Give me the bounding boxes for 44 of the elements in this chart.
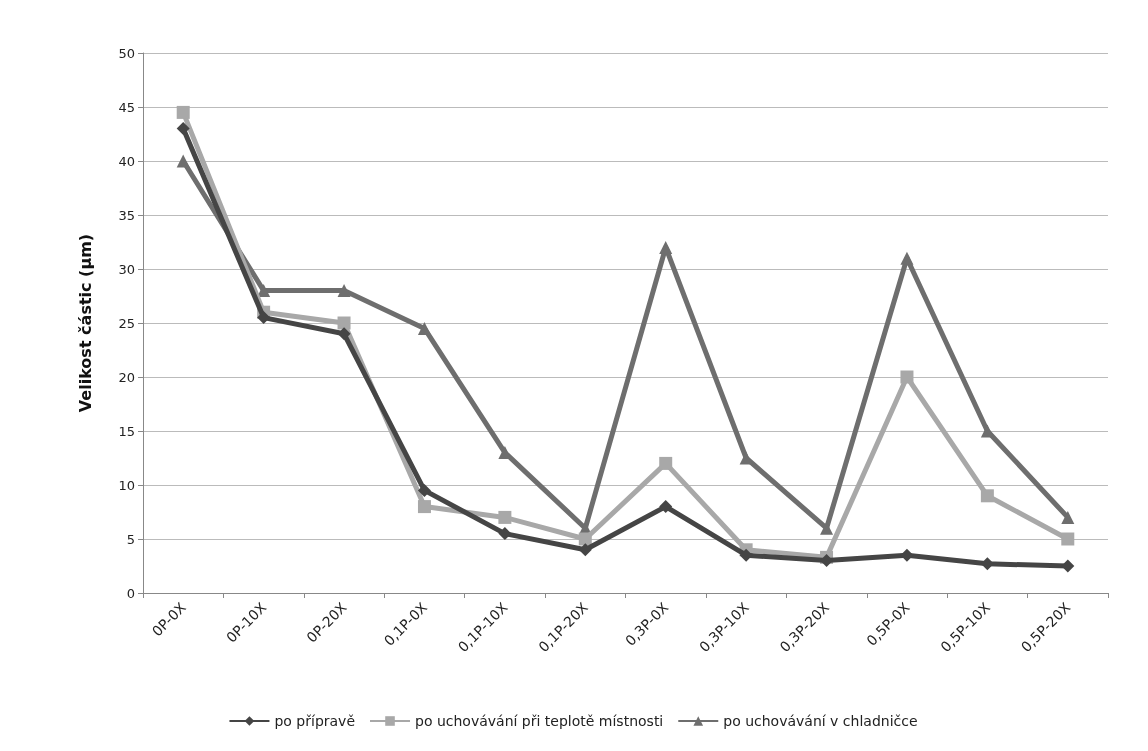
- point: [337, 316, 351, 330]
- point: [257, 311, 271, 325]
- point: [659, 500, 673, 514]
- point: [337, 284, 351, 298]
- point: [176, 105, 190, 119]
- y-tick-label: 10: [118, 477, 135, 493]
- point: [980, 557, 994, 571]
- y-tick-label: 30: [118, 261, 135, 277]
- point: [176, 154, 190, 168]
- point: [578, 543, 592, 557]
- point: [900, 251, 914, 265]
- y-tick-label: 45: [118, 99, 135, 115]
- point: [1061, 559, 1075, 573]
- point: [257, 284, 271, 298]
- legend-label: po přípravě: [274, 713, 356, 729]
- y-tick-label: 40: [118, 153, 135, 169]
- legend-label: po uchovávání při teplotě místnosti: [415, 713, 664, 729]
- point: [739, 548, 753, 562]
- point: [498, 527, 512, 541]
- y-tick-label: 15: [118, 423, 135, 439]
- y-tick-label: 0: [126, 585, 135, 601]
- point: [498, 510, 512, 524]
- point: [820, 521, 834, 535]
- y-tick-label: 20: [118, 369, 135, 385]
- point: [417, 321, 431, 335]
- legend-label: po uchovávání v chladničce: [723, 713, 918, 729]
- y-tick-label: 50: [118, 45, 135, 61]
- point: [176, 122, 190, 136]
- point: [900, 548, 914, 562]
- point: [820, 554, 834, 568]
- y-tick-label: 25: [118, 315, 135, 331]
- y-tick-label: 35: [118, 207, 135, 223]
- point: [659, 456, 673, 470]
- point: [578, 532, 592, 546]
- point: [980, 489, 994, 503]
- point: [1061, 532, 1075, 546]
- y-tick-label: 5: [126, 531, 135, 547]
- point: [659, 240, 673, 254]
- point: [900, 370, 914, 384]
- point: [417, 500, 431, 514]
- y-axis-title: Velikost částic (µm): [75, 233, 95, 413]
- point: [337, 327, 351, 341]
- point: [1061, 510, 1075, 524]
- point: [417, 483, 431, 497]
